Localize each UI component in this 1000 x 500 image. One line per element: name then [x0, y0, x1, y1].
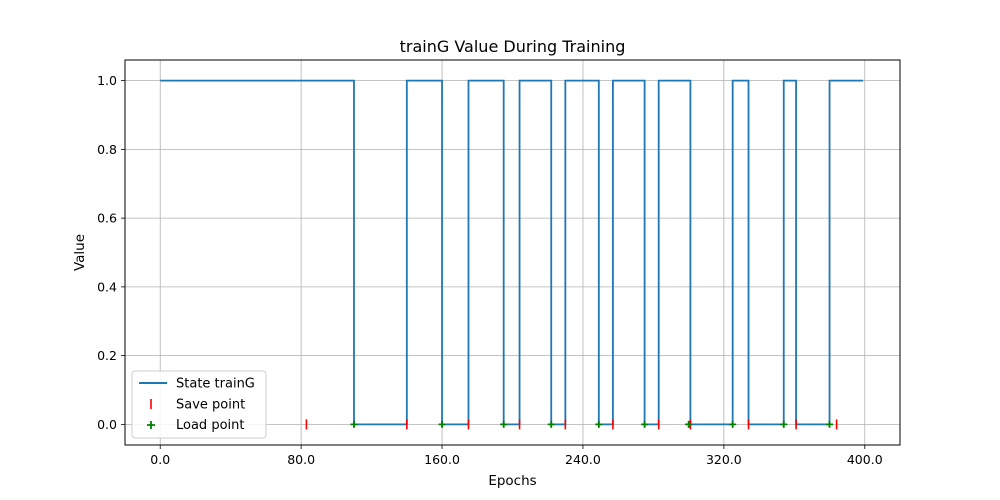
y-tick-label: 0.4 — [97, 279, 117, 294]
x-tick-label: 240.0 — [565, 452, 601, 467]
y-tick-label: 0.2 — [97, 348, 117, 363]
load-point-marker — [350, 420, 358, 428]
x-tick-label: 0.0 — [150, 452, 170, 467]
x-tick-label: 80.0 — [287, 452, 315, 467]
load-point-marker — [547, 420, 555, 428]
legend-label-load: Load point — [176, 418, 244, 433]
y-tick-label: 1.0 — [97, 73, 117, 88]
legend-label-save: Save point — [176, 398, 245, 413]
x-axis-title: Epochs — [488, 473, 536, 489]
legend-load-swatch — [147, 421, 155, 429]
y-tick-label: 0.6 — [97, 211, 117, 226]
load-point-marker — [826, 420, 834, 428]
legend-label-state: State trainG — [176, 377, 255, 392]
y-axis-title: Value — [72, 234, 88, 271]
load-point-marker — [685, 420, 693, 428]
legend: State trainG Save point Load point — [131, 370, 267, 439]
load-point-marker — [438, 420, 446, 428]
plot-frame — [124, 59, 901, 446]
x-tick-label: 400.0 — [847, 452, 883, 467]
legend-box — [131, 370, 267, 439]
load-point-marker — [595, 420, 603, 428]
load-point-marker — [780, 420, 788, 428]
load-point-marker — [500, 420, 508, 428]
axis-ticks: 0.0 80.0 160.0 240.0 320.0 400.0 0.0 0.2 0.4 0.6 0… — [97, 73, 883, 467]
x-tick-label: 160.0 — [424, 452, 460, 467]
load-point-marker — [729, 420, 737, 428]
chart-title: trainG Value During Training — [400, 37, 626, 56]
y-tick-label: 0.0 — [97, 417, 117, 432]
y-tick-label: 0.8 — [97, 142, 117, 157]
plot-markers — [305, 419, 838, 430]
x-tick-label: 320.0 — [706, 452, 742, 467]
load-point-marker — [641, 420, 649, 428]
